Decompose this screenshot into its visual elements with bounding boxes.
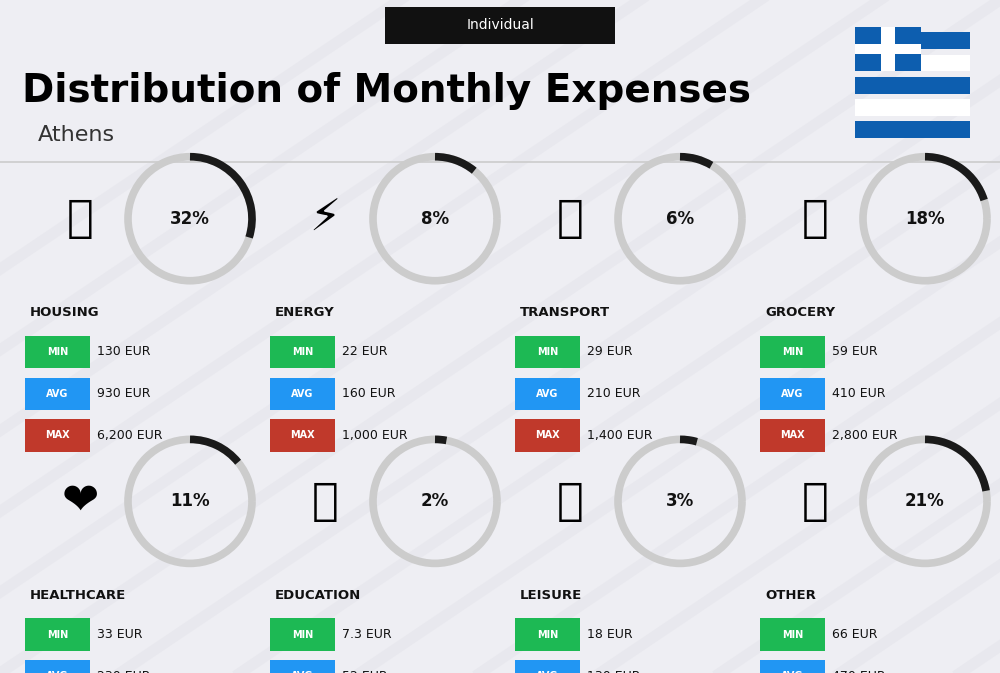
Text: MIN: MIN <box>537 630 558 639</box>
Text: 470 EUR: 470 EUR <box>832 670 886 673</box>
FancyBboxPatch shape <box>855 32 970 49</box>
Text: 6%: 6% <box>666 210 694 227</box>
Text: 1,000 EUR: 1,000 EUR <box>342 429 408 442</box>
Text: 2%: 2% <box>421 493 449 510</box>
Text: 1,400 EUR: 1,400 EUR <box>587 429 653 442</box>
Text: AVG: AVG <box>536 672 559 673</box>
Text: 18 EUR: 18 EUR <box>587 628 633 641</box>
FancyBboxPatch shape <box>760 618 825 651</box>
Text: ENERGY: ENERGY <box>275 306 335 319</box>
Text: 410 EUR: 410 EUR <box>832 387 886 400</box>
FancyBboxPatch shape <box>855 121 970 138</box>
FancyBboxPatch shape <box>385 7 615 44</box>
Text: 🚌: 🚌 <box>557 197 583 240</box>
Text: 3%: 3% <box>666 493 694 510</box>
Text: 29 EUR: 29 EUR <box>587 345 633 359</box>
Text: 🛍: 🛍 <box>557 480 583 523</box>
Text: ❤: ❤ <box>61 480 99 523</box>
Text: MAX: MAX <box>780 431 805 440</box>
Text: 32%: 32% <box>170 210 210 227</box>
Text: 6,200 EUR: 6,200 EUR <box>97 429 162 442</box>
Text: AVG: AVG <box>46 389 69 398</box>
FancyBboxPatch shape <box>855 55 970 71</box>
Text: LEISURE: LEISURE <box>520 589 582 602</box>
Text: AVG: AVG <box>781 672 804 673</box>
Text: MIN: MIN <box>47 630 68 639</box>
Text: 8%: 8% <box>421 210 449 227</box>
Text: 160 EUR: 160 EUR <box>342 387 396 400</box>
Text: OTHER: OTHER <box>765 589 816 602</box>
Text: MIN: MIN <box>782 630 803 639</box>
Text: Individual: Individual <box>466 18 534 32</box>
Text: AVG: AVG <box>291 672 314 673</box>
Text: 18%: 18% <box>905 210 945 227</box>
Text: 21%: 21% <box>905 493 945 510</box>
FancyBboxPatch shape <box>855 44 921 54</box>
Text: AVG: AVG <box>781 389 804 398</box>
Text: ⚡: ⚡ <box>309 197 341 240</box>
Text: 🎓: 🎓 <box>312 480 338 523</box>
Text: MAX: MAX <box>535 431 560 440</box>
Text: GROCERY: GROCERY <box>765 306 835 319</box>
Text: 59 EUR: 59 EUR <box>832 345 878 359</box>
Text: 230 EUR: 230 EUR <box>97 670 150 673</box>
FancyBboxPatch shape <box>25 378 90 410</box>
Text: 930 EUR: 930 EUR <box>97 387 150 400</box>
Text: HOUSING: HOUSING <box>30 306 100 319</box>
Text: AVG: AVG <box>536 389 559 398</box>
FancyBboxPatch shape <box>855 99 970 116</box>
Text: MIN: MIN <box>292 630 313 639</box>
Text: 52 EUR: 52 EUR <box>342 670 388 673</box>
Text: Athens: Athens <box>38 125 115 145</box>
Text: EDUCATION: EDUCATION <box>275 589 361 602</box>
FancyBboxPatch shape <box>270 378 335 410</box>
Text: MIN: MIN <box>47 347 68 357</box>
Text: MAX: MAX <box>45 431 70 440</box>
FancyBboxPatch shape <box>855 77 970 94</box>
Text: 22 EUR: 22 EUR <box>342 345 388 359</box>
Text: 🏢: 🏢 <box>67 197 93 240</box>
FancyBboxPatch shape <box>855 27 921 71</box>
Text: 66 EUR: 66 EUR <box>832 628 878 641</box>
FancyBboxPatch shape <box>515 618 580 651</box>
Text: MIN: MIN <box>537 347 558 357</box>
FancyBboxPatch shape <box>25 660 90 673</box>
FancyBboxPatch shape <box>515 660 580 673</box>
FancyBboxPatch shape <box>270 660 335 673</box>
FancyBboxPatch shape <box>760 419 825 452</box>
Text: 11%: 11% <box>170 493 210 510</box>
Text: AVG: AVG <box>291 389 314 398</box>
Text: HEALTHCARE: HEALTHCARE <box>30 589 126 602</box>
FancyBboxPatch shape <box>881 27 895 71</box>
Text: 🛒: 🛒 <box>802 197 828 240</box>
FancyBboxPatch shape <box>270 336 335 368</box>
Text: 210 EUR: 210 EUR <box>587 387 641 400</box>
Text: MIN: MIN <box>292 347 313 357</box>
Text: MAX: MAX <box>290 431 315 440</box>
FancyBboxPatch shape <box>760 660 825 673</box>
Text: AVG: AVG <box>46 672 69 673</box>
Text: TRANSPORT: TRANSPORT <box>520 306 610 319</box>
FancyBboxPatch shape <box>270 419 335 452</box>
Text: 33 EUR: 33 EUR <box>97 628 143 641</box>
Text: 130 EUR: 130 EUR <box>587 670 641 673</box>
Text: MIN: MIN <box>782 347 803 357</box>
FancyBboxPatch shape <box>25 336 90 368</box>
FancyBboxPatch shape <box>760 336 825 368</box>
FancyBboxPatch shape <box>515 336 580 368</box>
FancyBboxPatch shape <box>515 378 580 410</box>
Text: Distribution of Monthly Expenses: Distribution of Monthly Expenses <box>22 72 751 110</box>
FancyBboxPatch shape <box>760 378 825 410</box>
Text: 130 EUR: 130 EUR <box>97 345 150 359</box>
FancyBboxPatch shape <box>25 618 90 651</box>
FancyBboxPatch shape <box>515 419 580 452</box>
FancyBboxPatch shape <box>270 618 335 651</box>
Text: 7.3 EUR: 7.3 EUR <box>342 628 392 641</box>
Text: 💰: 💰 <box>802 480 828 523</box>
Text: 2,800 EUR: 2,800 EUR <box>832 429 898 442</box>
FancyBboxPatch shape <box>25 419 90 452</box>
